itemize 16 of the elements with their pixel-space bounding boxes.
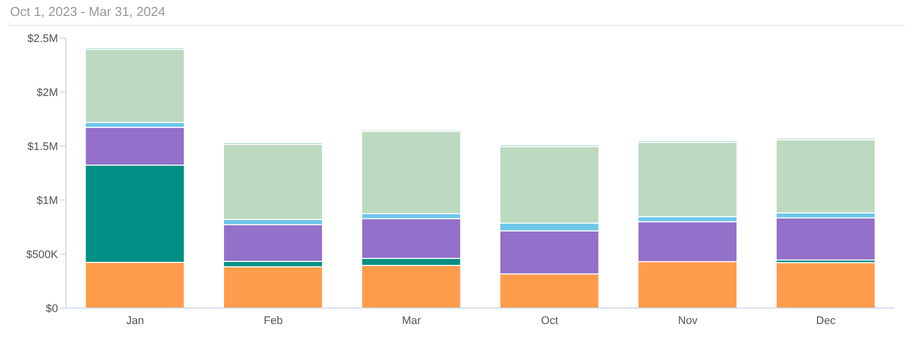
bar: [223, 266, 324, 308]
bar: [776, 262, 876, 308]
x-tick-label: Mar: [402, 314, 422, 327]
x-tick-label: Nov: [678, 314, 698, 327]
y-tick-label: $0: [46, 302, 58, 315]
y-tick-label: $1M: [36, 194, 58, 207]
y-tick-label: $2M: [36, 86, 58, 99]
x-tick-label: Oct: [541, 314, 558, 327]
x-tick-label: Jan: [126, 314, 144, 327]
x-tick-label: Feb: [264, 314, 283, 327]
bar: [776, 217, 876, 260]
chart-title: Oct 1, 2023 - Mar 31, 2024: [8, 4, 905, 26]
y-tick-label: $1.5M: [27, 140, 58, 153]
y-tick-label: $2.5M: [27, 32, 58, 45]
y-tick-label: $500K: [26, 248, 59, 261]
x-tick-label: Dec: [816, 314, 836, 327]
